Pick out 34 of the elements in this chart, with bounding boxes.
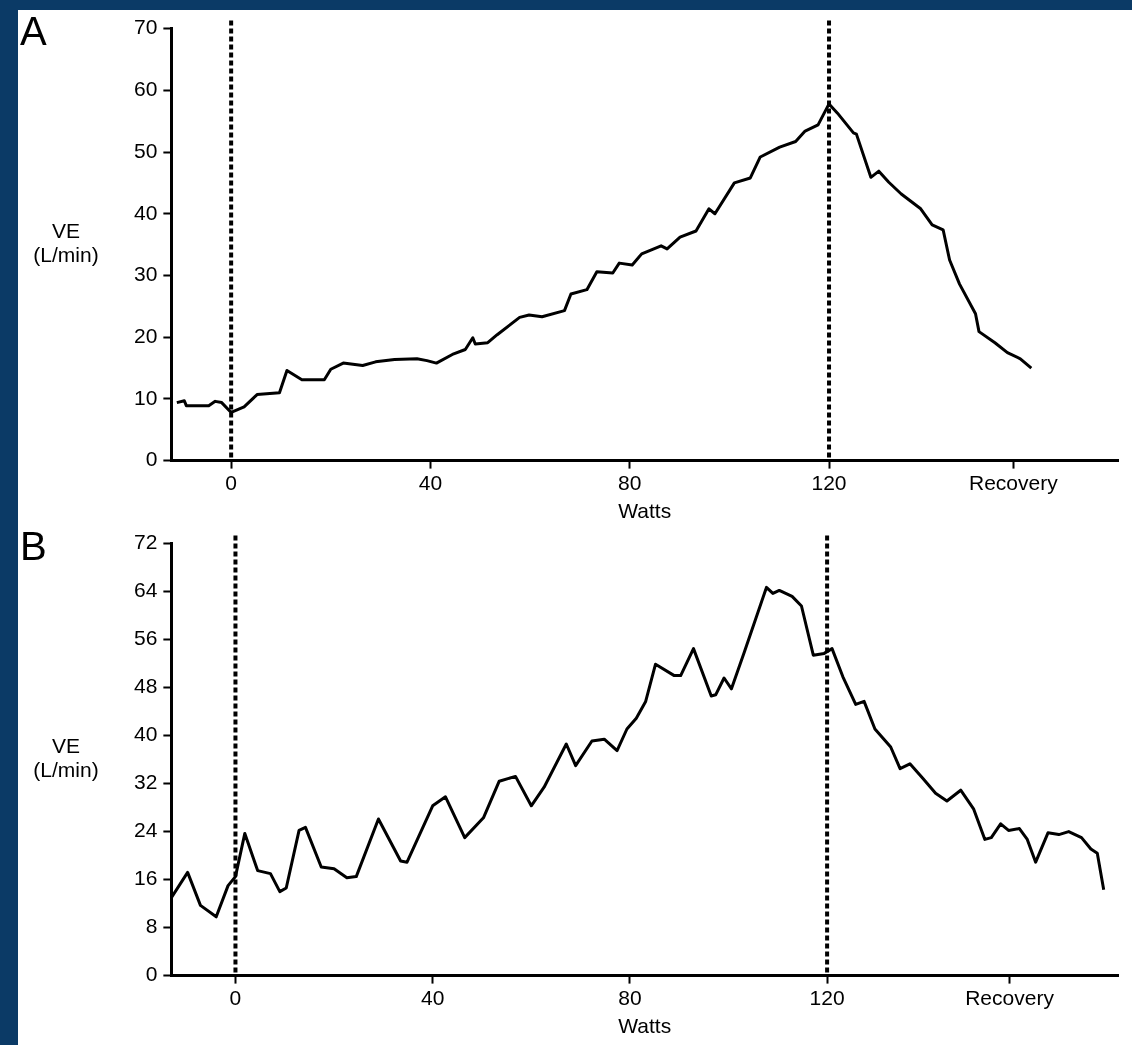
- y-tick-label: 50: [134, 138, 158, 162]
- x-tick-label: 120: [809, 986, 845, 1009]
- y-tick-label: 10: [134, 385, 158, 409]
- y-axis-title: VE (L/min): [33, 219, 99, 267]
- y-tick-label: 60: [134, 77, 158, 101]
- y-tick-label: 0: [145, 962, 158, 986]
- x-tick-label: 80: [618, 986, 642, 1009]
- x-tick-label: 0: [229, 986, 242, 1009]
- y-tick-label: 72: [134, 530, 158, 554]
- x-tick-label: 120: [811, 471, 847, 494]
- y-tick-label: 24: [134, 818, 158, 842]
- y-tick-label: 40: [134, 722, 158, 746]
- y-tick-label: 40: [134, 200, 158, 224]
- x-axis-title: Watts: [618, 499, 672, 523]
- y-tick-label: 30: [134, 262, 158, 286]
- chart-title: B: [20, 524, 47, 569]
- y-tick-label: 8: [145, 914, 158, 938]
- x-tick-label: 40: [418, 471, 443, 494]
- y-tick-label: 70: [134, 15, 158, 39]
- x-tick-label: 0: [225, 471, 237, 494]
- x-tick-label: Recovery: [969, 471, 1059, 494]
- y-tick-label: 32: [134, 770, 158, 794]
- x-tick-label: 40: [420, 986, 445, 1009]
- y-axis-title: VE (L/min): [33, 734, 99, 782]
- y-tick-label: 0: [145, 447, 158, 471]
- y-tick-label: 64: [134, 578, 158, 602]
- y-tick-label: 20: [134, 323, 158, 347]
- x-axis-title: Watts: [618, 1014, 672, 1038]
- x-tick-label: Recovery: [965, 986, 1055, 1009]
- y-tick-label: 16: [134, 866, 158, 890]
- x-tick-label: 80: [618, 471, 642, 494]
- y-tick-label: 48: [134, 674, 158, 698]
- y-tick-label: 56: [134, 626, 158, 650]
- chart-title: A: [20, 9, 47, 54]
